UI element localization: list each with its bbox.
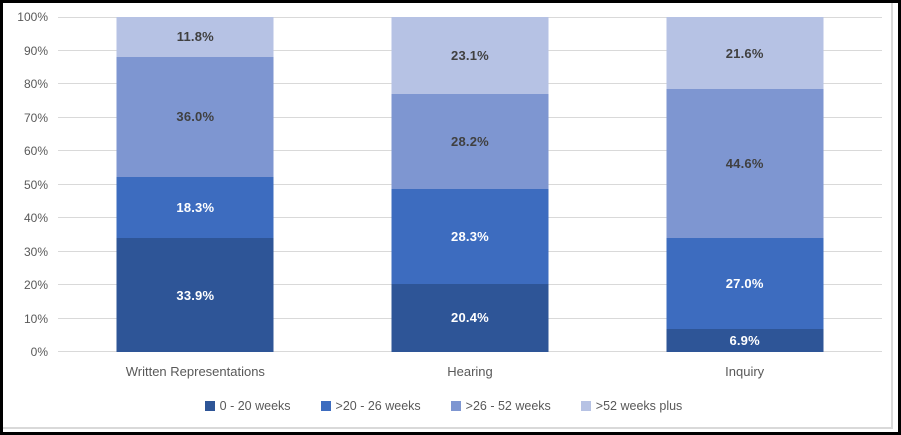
- bar-segment: 20.4%: [391, 283, 549, 352]
- bar-segment: 6.9%: [666, 328, 824, 352]
- bar-segment: 44.6%: [666, 89, 824, 239]
- y-axis-tick-label: 80%: [23, 77, 48, 91]
- data-label: 33.9%: [176, 287, 215, 303]
- category-label: Inquiry: [725, 364, 765, 379]
- data-label: 23.1%: [451, 48, 489, 64]
- bar-column: 6.9% 27.0% 44.6% 21.6%: [607, 17, 882, 352]
- legend-swatch-icon: [320, 401, 331, 411]
- category-label: Written Representations: [125, 364, 265, 379]
- bar-segment: 33.9%: [116, 238, 274, 352]
- data-label: 21.6%: [725, 45, 764, 61]
- data-label: 44.6%: [725, 156, 764, 172]
- plot-area: 33.9% 18.3% 36.0% 11.8% 20.4% 28.3% 28.2% 23.1%…: [58, 17, 882, 352]
- bar-segment: 28.2%: [391, 94, 549, 189]
- legend: 0 - 20 weeks >20 - 26 weeks >26 - 52 weeks…: [3, 399, 884, 413]
- legend-item: >52 weeks plus: [580, 399, 683, 413]
- data-label: 20.4%: [451, 310, 489, 326]
- y-axis-tick-label: 10%: [23, 311, 48, 326]
- y-axis: 0% 10% 20% 30% 40% 50% 60% 70% 80% 90% 100%: [3, 10, 48, 359]
- data-label: 18.3%: [176, 200, 215, 216]
- bar-segment: 23.1%: [391, 17, 549, 95]
- data-label: 28.2%: [451, 134, 489, 150]
- bar-column: 20.4% 28.3% 28.2% 23.1%: [333, 17, 608, 352]
- legend-label: >20 - 26 weeks: [335, 399, 421, 413]
- stacked-bar: 33.9% 18.3% 36.0% 11.8%: [116, 17, 274, 352]
- legend-item: >20 - 26 weeks: [320, 399, 421, 413]
- y-axis-tick-label: 30%: [23, 244, 48, 259]
- legend-label: >52 weeks plus: [595, 399, 683, 413]
- legend-item: >26 - 52 weeks: [450, 399, 551, 413]
- y-axis-tick-label: 90%: [23, 43, 48, 58]
- y-axis-tick-label: 100%: [17, 10, 48, 24]
- legend-label: >26 - 52 weeks: [465, 399, 551, 413]
- data-label: 6.9%: [729, 332, 760, 348]
- bar-segment: 21.6%: [666, 17, 824, 90]
- category-axis: Written Representations Hearing Inquiry: [58, 352, 882, 380]
- legend-item: 0 - 20 weeks: [204, 399, 291, 413]
- bar-segment: 11.8%: [116, 17, 274, 57]
- stacked-bar: 6.9% 27.0% 44.6% 21.6%: [666, 17, 824, 352]
- bar-segment: 18.3%: [116, 177, 274, 239]
- legend-swatch-icon: [450, 401, 461, 411]
- category-label: Hearing: [447, 364, 493, 379]
- bar-segment: 28.3%: [391, 188, 549, 284]
- y-axis-tick-label: 70%: [23, 110, 48, 125]
- y-axis-tick-label: 50%: [23, 177, 48, 192]
- bar-segment: 36.0%: [116, 56, 274, 178]
- legend-swatch-icon: [204, 401, 215, 411]
- data-label: 36.0%: [176, 109, 215, 125]
- y-axis-tick-label: 20%: [23, 278, 48, 292]
- y-axis-tick-label: 40%: [23, 211, 48, 225]
- data-label: 28.3%: [451, 228, 489, 244]
- data-label: 27.0%: [725, 276, 764, 292]
- data-label: 11.8%: [176, 29, 214, 45]
- y-axis-tick-label: 0%: [30, 345, 48, 359]
- legend-label: 0 - 20 weeks: [219, 399, 291, 413]
- y-axis-tick-label: 60%: [23, 144, 48, 158]
- bar-column: 33.9% 18.3% 36.0% 11.8%: [58, 17, 333, 352]
- stacked-bar: 20.4% 28.3% 28.2% 23.1%: [391, 17, 549, 352]
- legend-swatch-icon: [580, 401, 591, 411]
- bar-segment: 27.0%: [666, 238, 824, 329]
